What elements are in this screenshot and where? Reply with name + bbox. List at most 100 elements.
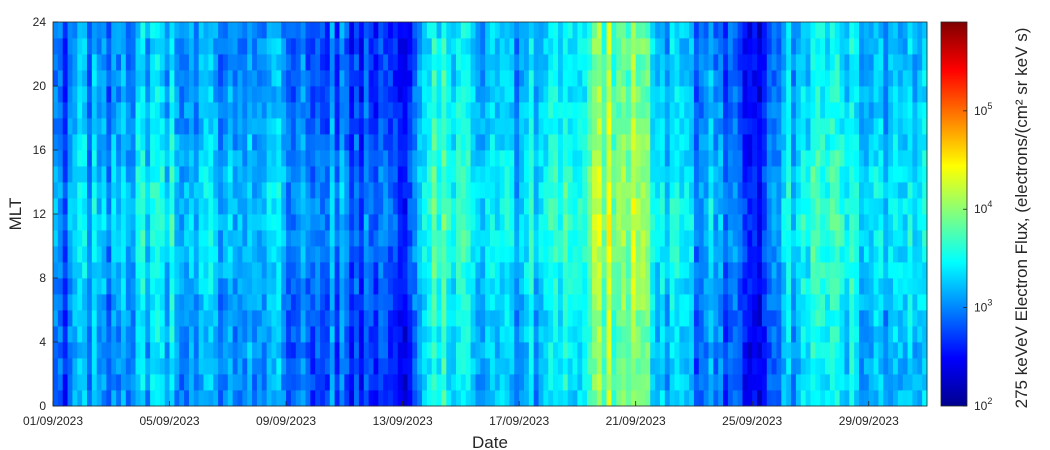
heatmap-cell [145,310,151,327]
heatmap-cell [150,54,156,71]
heatmap-cell [422,198,428,215]
heatmap-cell [723,342,729,359]
heatmap-cell [587,390,593,407]
heatmap-cell [96,246,102,263]
heatmap-cell [703,166,709,183]
heatmap-cell [159,38,166,55]
heatmap-cell [329,374,336,391]
heatmap-cell [247,22,253,39]
heatmap-cell [310,70,316,87]
heatmap-cell [184,214,190,231]
heatmap-cell [757,278,763,295]
heatmap-cell [839,246,845,263]
heatmap-cell [295,374,302,391]
heatmap-cell [441,230,447,247]
heatmap-cell [111,342,117,359]
heatmap-cell [383,182,389,199]
heatmap-cell [664,38,671,55]
heatmap-cell [591,38,598,55]
heatmap-cell [820,390,826,407]
heatmap-cell [854,390,860,407]
heatmap-cell [470,390,476,407]
heatmap-cell [611,294,617,311]
heatmap-cell [397,182,403,199]
heatmap-cell [630,278,637,295]
heatmap-cell [509,246,515,263]
heatmap-cell [893,38,899,55]
heatmap-cell [222,118,229,135]
heatmap-cell [140,118,146,135]
heatmap-cell [305,118,311,135]
heatmap-cell [538,326,544,343]
heatmap-cell [601,166,607,183]
heatmap-cell [820,102,826,119]
heatmap-cell [679,102,685,119]
heatmap-cell [426,38,433,55]
heatmap-cell [640,198,646,215]
heatmap-cell [810,102,816,119]
heatmap-cell [596,358,603,375]
heatmap-cell [752,150,758,167]
heatmap-cell [276,390,282,407]
heatmap-cell [732,22,739,39]
heatmap-cell [213,374,219,391]
heatmap-cell [305,54,311,71]
heatmap-cell [276,166,282,183]
heatmap-cell [179,86,185,103]
heatmap-cell [596,38,603,55]
heatmap-cell [747,70,753,87]
heatmap-cell [188,182,195,199]
heatmap-cell [825,134,831,151]
heatmap-cell [363,70,370,87]
heatmap-cell [77,70,83,87]
heatmap-cell [82,102,88,119]
heatmap-cell [295,118,302,135]
heatmap-cell [844,134,850,151]
heatmap-cell [679,118,685,135]
heatmap-cell [781,294,787,311]
heatmap-cell [844,310,850,327]
heatmap-cell [441,134,447,151]
heatmap-cell [863,230,870,247]
heatmap-cell [460,294,467,311]
heatmap-cell [601,22,607,39]
heatmap-cell [630,22,637,39]
heatmap-cell [203,310,209,327]
heatmap-cell [91,390,98,407]
heatmap-cell [315,214,321,231]
heatmap-cell [703,390,709,407]
heatmap-cell [863,86,870,103]
heatmap-cell [810,246,816,263]
heatmap-cell [655,182,661,199]
heatmap-cell [392,390,399,407]
heatmap-cell [669,134,675,151]
heatmap-cell [669,230,675,247]
heatmap-cell [485,326,491,343]
heatmap-cell [305,246,311,263]
heatmap-cell [693,38,700,55]
heatmap-cell [490,230,496,247]
heatmap-cell [465,230,471,247]
heatmap-cell [917,22,923,39]
heatmap-cell [664,342,671,359]
heatmap-cell [757,262,763,279]
heatmap-cell [742,390,748,407]
heatmap-cell [465,374,471,391]
heatmap-cell [334,390,340,407]
heatmap-cell [392,150,399,167]
heatmap-cell [222,246,229,263]
heatmap-cell [655,294,661,311]
heatmap-cell [218,38,224,55]
heatmap-cell [849,22,855,39]
heatmap-cell [363,246,370,263]
heatmap-cell [723,54,729,71]
heatmap-cell [509,102,515,119]
heatmap-cell [528,22,535,39]
heatmap-cell [101,38,107,55]
heatmap-cell [388,262,394,279]
heatmap-cell [320,294,326,311]
heatmap-cell [766,22,773,39]
heatmap-cell [693,262,700,279]
heatmap-cell [456,182,462,199]
heatmap-cell [305,358,311,375]
